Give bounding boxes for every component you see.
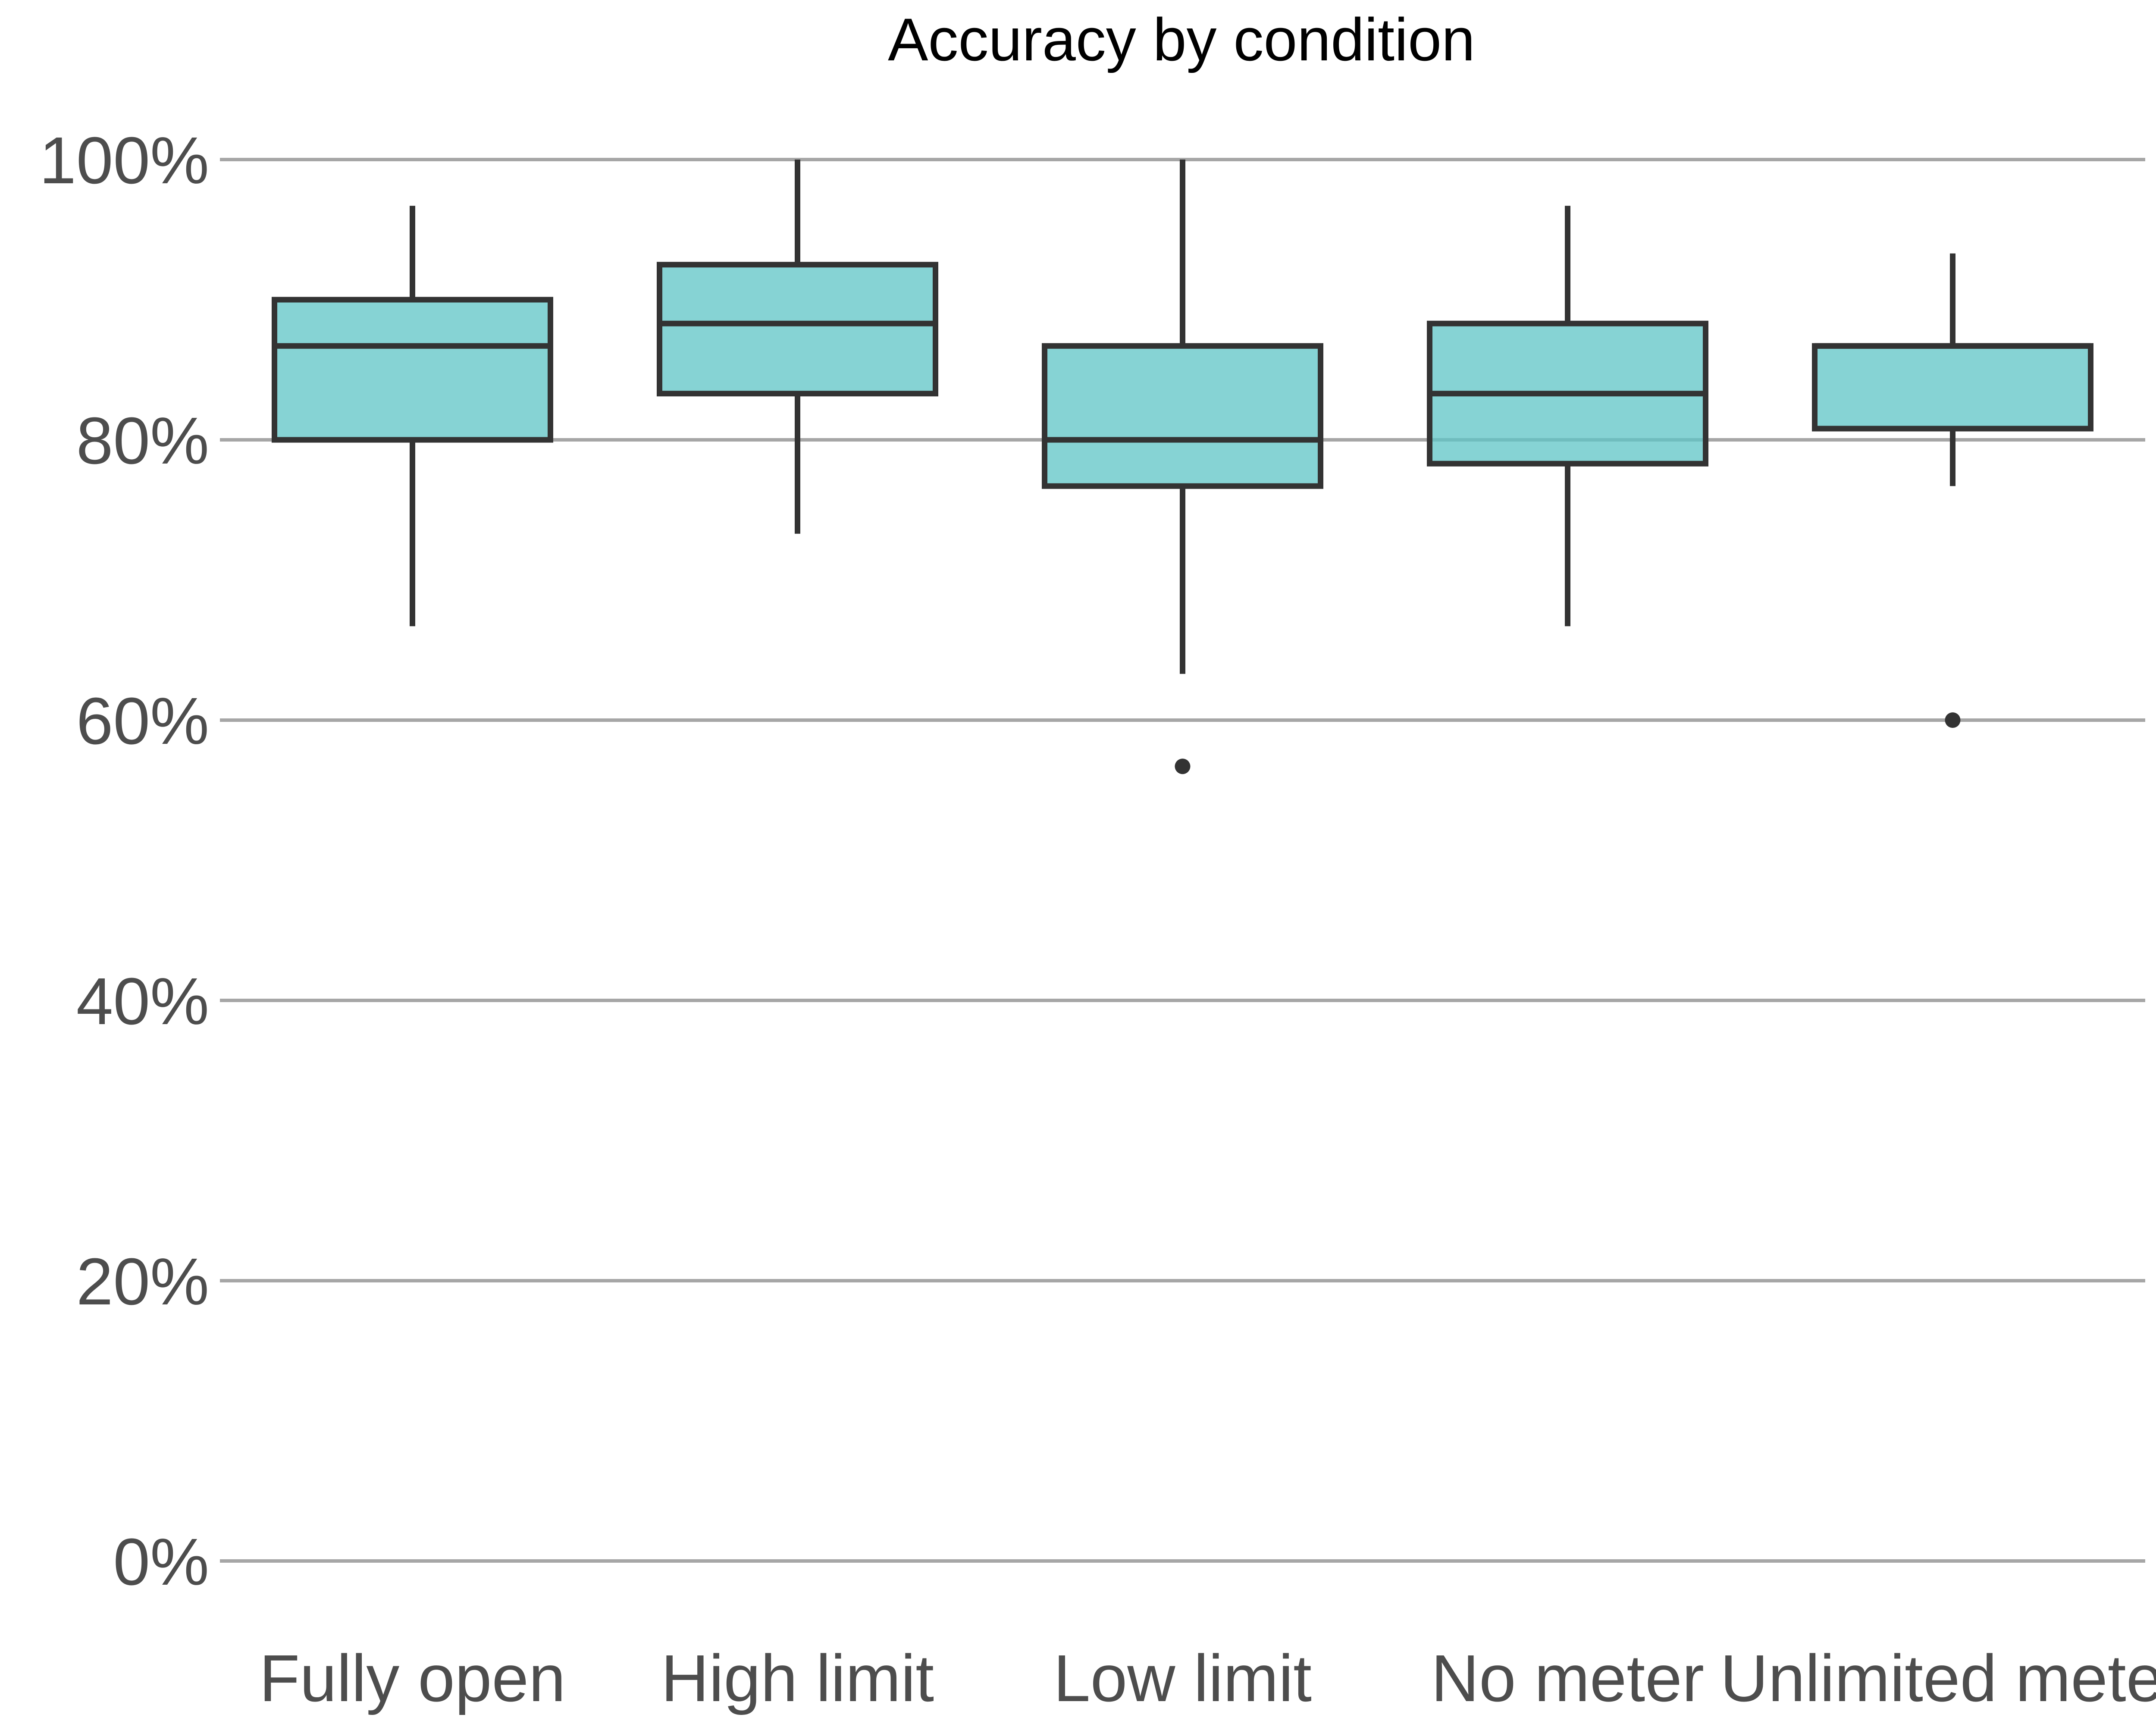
y-tick-label-20pct: 20%	[76, 1244, 209, 1319]
x-axis-tick-labels: Fully open High limit Low limit No meter Unl…	[259, 1641, 2156, 1715]
iqr-box-fully-open	[272, 297, 553, 443]
x-tick-label-no-meter: No meter	[1431, 1641, 1704, 1715]
chart-title: Accuracy by condition	[888, 6, 1475, 73]
x-tick-label-fully-open: Fully open	[259, 1641, 566, 1715]
x-tick-label-unlimited-meter: Unlimited meter	[1720, 1641, 2156, 1715]
boxes-layer	[272, 160, 2093, 774]
iqr-box-low-limit	[1042, 343, 1323, 489]
outlier-point-low-limit-0	[1175, 759, 1191, 774]
y-tick-label-60pct: 60%	[76, 684, 209, 758]
y-tick-label-100pct: 100%	[39, 123, 209, 197]
box-group-no-meter	[1427, 206, 1708, 627]
box-group-high-limit	[657, 160, 938, 534]
x-tick-label-high-limit: High limit	[661, 1641, 934, 1715]
box-group-fully-open	[272, 206, 553, 627]
box-group-low-limit	[1042, 160, 1323, 774]
outlier-point-unlimited-meter-0	[1945, 712, 1961, 728]
y-tick-label-0pct: 0%	[113, 1525, 209, 1599]
x-tick-label-low-limit: Low limit	[1053, 1641, 1312, 1715]
y-axis-tick-labels: 0% 20% 40% 60% 80% 100%	[39, 123, 209, 1599]
iqr-box-unlimited-meter	[1812, 343, 2093, 432]
y-tick-label-40pct: 40%	[76, 964, 209, 1038]
y-tick-label-80pct: 80%	[76, 404, 209, 478]
iqr-box-high-limit	[657, 262, 938, 397]
box-group-unlimited-meter	[1812, 253, 2093, 728]
